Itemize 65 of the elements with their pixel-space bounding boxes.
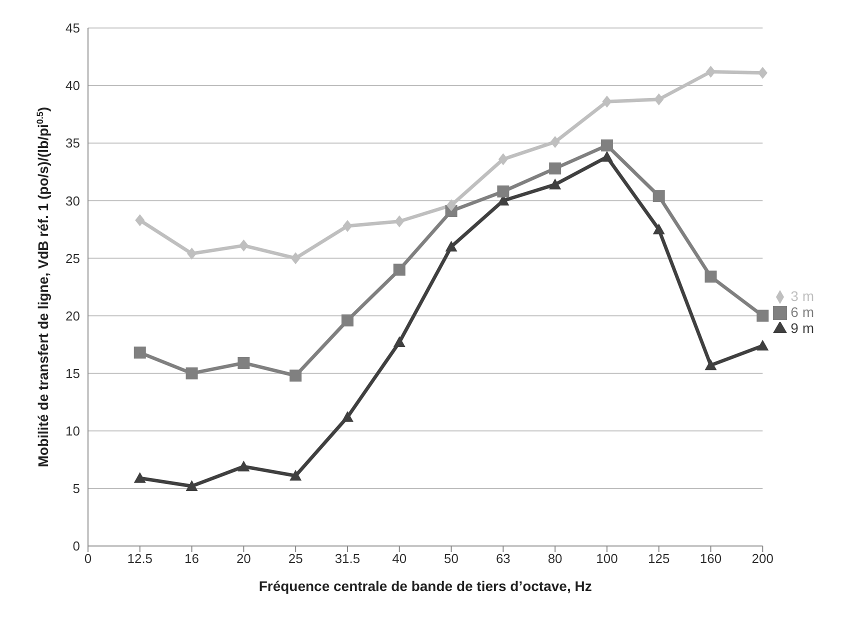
point xyxy=(238,356,250,369)
point xyxy=(393,336,406,348)
point xyxy=(758,66,768,79)
point xyxy=(341,314,354,326)
point xyxy=(654,93,664,106)
x-tick-label: 160 xyxy=(700,551,722,566)
legend-label: 9 m xyxy=(790,320,814,336)
y-tick-label: 10 xyxy=(66,424,80,439)
point xyxy=(706,66,716,78)
point xyxy=(135,214,145,226)
point xyxy=(186,367,198,380)
y-tick-label: 40 xyxy=(66,78,80,94)
point xyxy=(549,162,562,174)
y-tick-label: 25 xyxy=(66,250,80,266)
y-tick-label: 35 xyxy=(66,136,80,151)
x-tick-label: 12.5 xyxy=(127,551,153,566)
x-tick-label: 80 xyxy=(548,551,562,566)
point xyxy=(341,411,354,422)
point xyxy=(497,185,510,198)
point xyxy=(652,223,665,234)
point xyxy=(600,150,613,162)
y-tick-label: 20 xyxy=(66,308,80,324)
x-tick-label: 100 xyxy=(596,551,618,566)
point xyxy=(600,139,613,152)
x-tick-label: 125 xyxy=(648,551,670,566)
point xyxy=(186,480,198,491)
point xyxy=(549,178,562,190)
y-tick-label: 0 xyxy=(72,538,80,554)
x-tick-label: 40 xyxy=(392,551,407,566)
point xyxy=(652,190,665,202)
x-tick-label: 50 xyxy=(444,551,459,566)
x-axis-title: Fréquence centrale de bande de tiers d’octave, Hz xyxy=(258,578,592,594)
point xyxy=(602,96,612,108)
point xyxy=(342,220,352,232)
x-tick-label: 25 xyxy=(288,551,303,566)
point xyxy=(550,136,560,148)
point xyxy=(134,472,146,483)
point xyxy=(498,153,508,166)
point xyxy=(290,470,302,481)
x-tick-label: 200 xyxy=(752,551,774,566)
legend-label: 3 m xyxy=(790,288,814,304)
x-tick-label: 20 xyxy=(236,551,251,566)
legend-label: 6 m xyxy=(790,304,814,320)
x-tick-label: 63 xyxy=(496,551,510,566)
point xyxy=(756,310,769,322)
point xyxy=(756,340,769,351)
y-tick-label: 45 xyxy=(66,20,80,36)
point xyxy=(446,199,456,212)
point xyxy=(186,248,197,260)
point xyxy=(290,370,302,382)
x-tick-label: 31.5 xyxy=(334,551,360,566)
point xyxy=(134,346,146,359)
point xyxy=(704,359,717,370)
y-tick-label: 5 xyxy=(72,481,80,496)
point xyxy=(393,264,406,276)
y-tick-label: 15 xyxy=(66,366,80,381)
x-tick-label: 16 xyxy=(184,551,200,566)
point xyxy=(290,252,300,264)
x-tick-label: 0 xyxy=(84,551,92,566)
point xyxy=(238,240,248,252)
y-tick-label: 30 xyxy=(66,193,80,208)
point xyxy=(445,240,458,252)
point xyxy=(394,215,404,228)
point xyxy=(704,270,717,283)
point xyxy=(238,460,250,472)
